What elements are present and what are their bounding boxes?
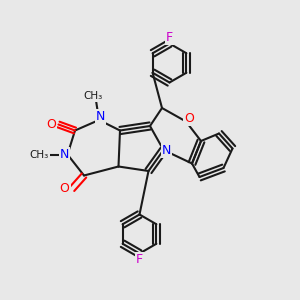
Text: F: F xyxy=(136,253,143,266)
Text: N: N xyxy=(60,148,69,161)
Text: F: F xyxy=(166,31,173,44)
Text: CH₃: CH₃ xyxy=(83,91,103,101)
Text: CH₃: CH₃ xyxy=(29,149,49,160)
Text: O: O xyxy=(60,182,69,196)
Text: O: O xyxy=(184,112,194,125)
Text: N: N xyxy=(96,110,105,124)
Text: N: N xyxy=(162,143,171,157)
Text: O: O xyxy=(46,118,56,131)
